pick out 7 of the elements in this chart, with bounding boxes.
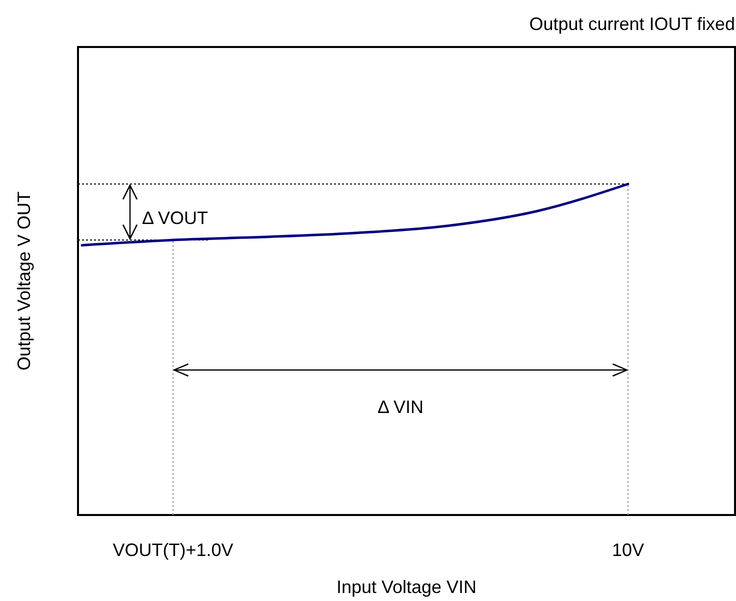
x-axis-title: Input Voltage VIN — [336, 577, 477, 597]
text: Output current IOUT fixed — [529, 14, 735, 34]
y-axis-title: Output Voltage V OUT — [14, 191, 34, 371]
annotation: Δ VOUT — [142, 208, 208, 228]
annotation: Δ VIN — [377, 397, 424, 417]
x-tick-label: 10V — [612, 540, 644, 560]
x-tick-label: VOUT(T)+1.0V — [112, 540, 234, 560]
